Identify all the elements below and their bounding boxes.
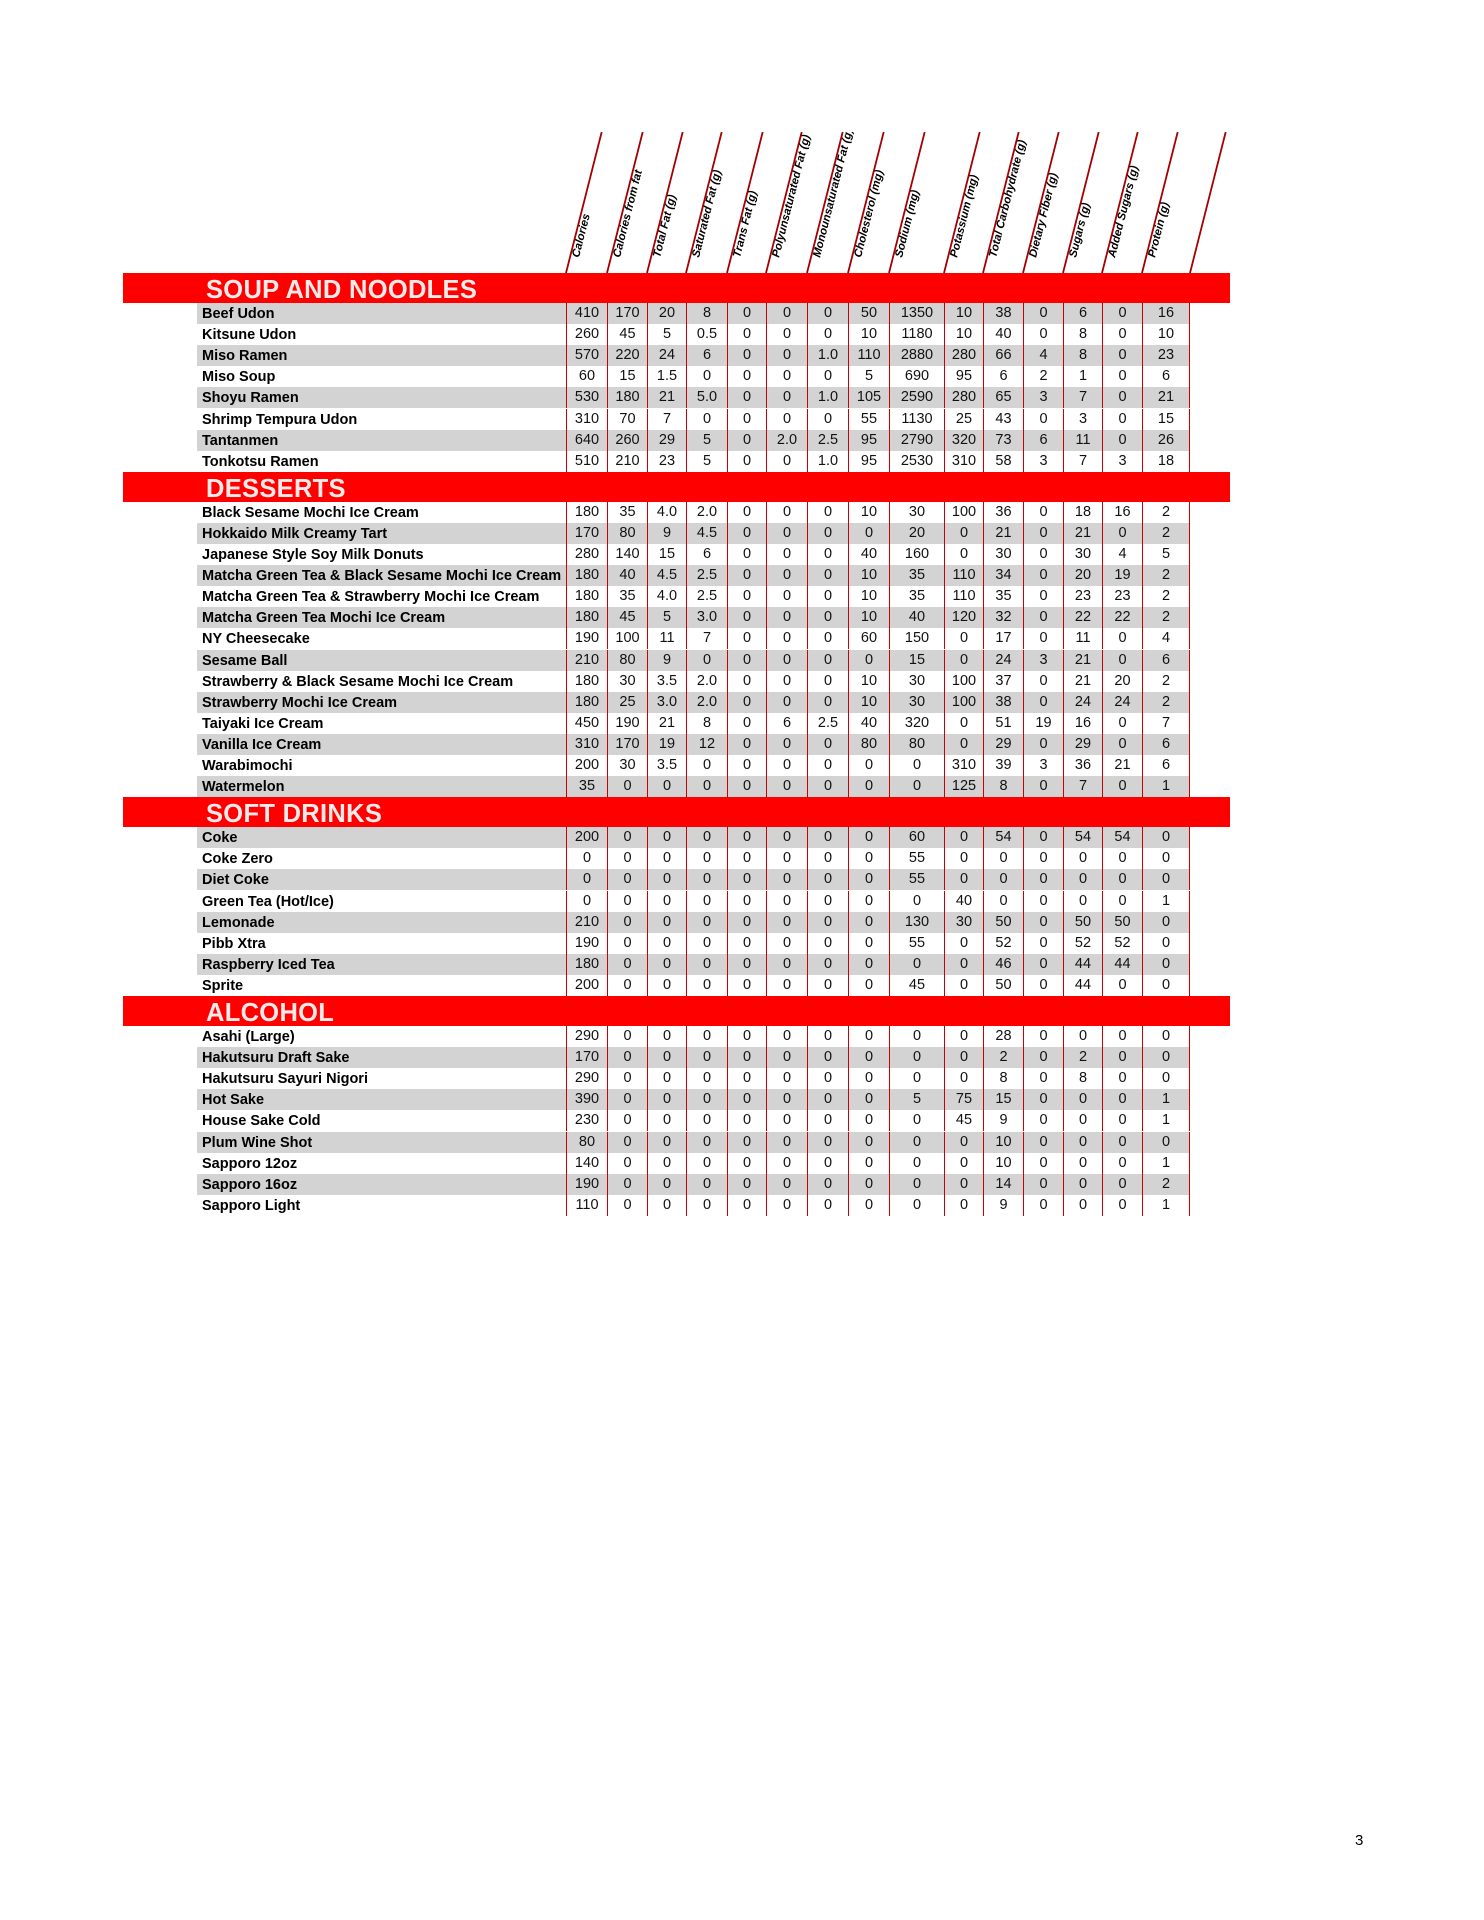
svg-text:Protein (g): Protein (g) <box>1146 201 1172 259</box>
svg-text:Total Carbohydrate (g): Total Carbohydrate (g) <box>987 139 1028 259</box>
svg-text:Saturated Fat (g): Saturated Fat (g) <box>690 169 724 259</box>
svg-text:Sugars (g): Sugars (g) <box>1067 201 1092 258</box>
svg-text:Dietary Fiber (g): Dietary Fiber (g) <box>1027 172 1060 259</box>
svg-text:Monounsaturated Fat (g): Monounsaturated Fat (g) <box>811 132 855 259</box>
svg-text:Trans Fat (g): Trans Fat (g) <box>731 189 759 258</box>
svg-text:Cholesterol (mg): Cholesterol (mg) <box>852 169 886 259</box>
svg-text:Sodium (mg): Sodium (mg) <box>893 189 922 259</box>
svg-text:Polyunsaturated Fat (g): Polyunsaturated Fat (g) <box>770 133 813 258</box>
svg-text:Calories: Calories <box>570 213 593 259</box>
svg-text:Calories from fat: Calories from fat <box>611 168 645 259</box>
svg-text:Added Sugars (g): Added Sugars (g) <box>1106 164 1141 259</box>
svg-text:Potassium (mg): Potassium (mg) <box>948 173 980 258</box>
svg-text:Total Fat (g): Total Fat (g) <box>651 193 678 258</box>
